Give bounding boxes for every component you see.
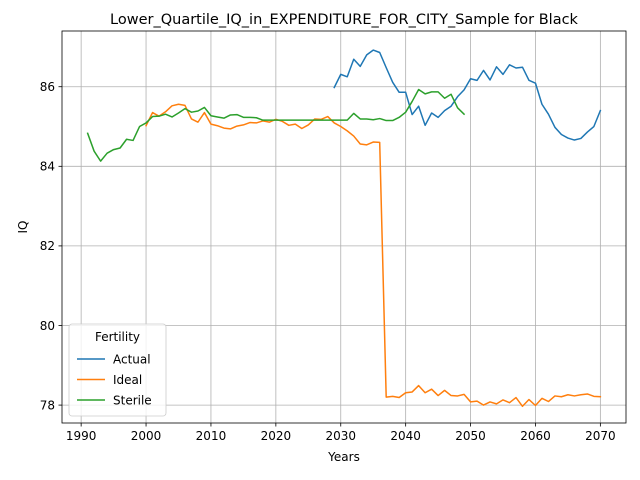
legend-label-actual: Actual	[113, 352, 151, 366]
legend-label-sterile: Sterile	[113, 393, 152, 407]
x-tick-label: 2000	[131, 429, 162, 443]
y-tick-label: 84	[40, 160, 55, 174]
legend-title: Fertility	[95, 330, 140, 344]
x-tick-label: 2010	[196, 429, 227, 443]
x-tick-label: 2020	[261, 429, 292, 443]
y-tick-label: 78	[40, 398, 55, 412]
x-tick-label: 2030	[325, 429, 356, 443]
x-tick-label: 2070	[585, 429, 616, 443]
x-tick-label: 2040	[390, 429, 421, 443]
y-axis-label: IQ	[16, 221, 30, 234]
x-tick-label: 2050	[455, 429, 486, 443]
x-axis-label: Years	[327, 450, 360, 464]
y-tick-label: 82	[40, 239, 55, 253]
x-tick-label: 1990	[66, 429, 97, 443]
legend: Fertility Actual Ideal Sterile	[69, 324, 166, 416]
x-tick-label: 2060	[520, 429, 551, 443]
legend-label-ideal: Ideal	[113, 373, 142, 387]
y-tick-label: 80	[40, 319, 55, 333]
chart-title: Lower_Quartile_IQ_in_EXPENDITURE_FOR_CIT…	[110, 12, 579, 28]
y-tick-label: 86	[40, 80, 55, 94]
